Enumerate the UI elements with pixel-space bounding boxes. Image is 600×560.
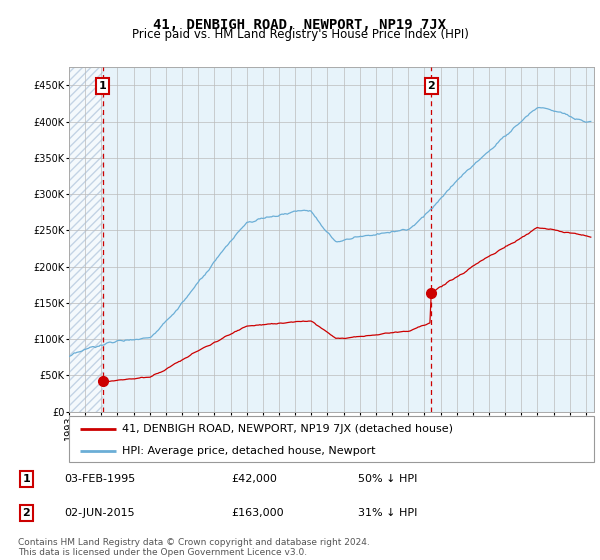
Text: 1: 1 (99, 81, 107, 91)
Text: HPI: Average price, detached house, Newport: HPI: Average price, detached house, Newp… (121, 446, 375, 455)
Text: 31% ↓ HPI: 31% ↓ HPI (358, 508, 417, 518)
Text: £42,000: £42,000 (231, 474, 277, 484)
Text: 2: 2 (427, 81, 435, 91)
Bar (103, 67, 594, 412)
Text: 50% ↓ HPI: 50% ↓ HPI (358, 474, 417, 484)
Text: 2: 2 (23, 508, 30, 518)
Text: 41, DENBIGH ROAD, NEWPORT, NP19 7JX (detached house): 41, DENBIGH ROAD, NEWPORT, NP19 7JX (det… (121, 424, 452, 434)
Bar (69, 67, 103, 412)
Text: 41, DENBIGH ROAD, NEWPORT, NP19 7JX: 41, DENBIGH ROAD, NEWPORT, NP19 7JX (154, 18, 446, 32)
Text: 1: 1 (23, 474, 30, 484)
Text: Price paid vs. HM Land Registry's House Price Index (HPI): Price paid vs. HM Land Registry's House … (131, 28, 469, 41)
Text: 02-JUN-2015: 02-JUN-2015 (64, 508, 134, 518)
Text: 03-FEB-1995: 03-FEB-1995 (64, 474, 135, 484)
Bar (69, 67, 103, 412)
FancyBboxPatch shape (69, 416, 594, 462)
Text: Contains HM Land Registry data © Crown copyright and database right 2024.
This d: Contains HM Land Registry data © Crown c… (18, 538, 370, 557)
Text: £163,000: £163,000 (231, 508, 284, 518)
